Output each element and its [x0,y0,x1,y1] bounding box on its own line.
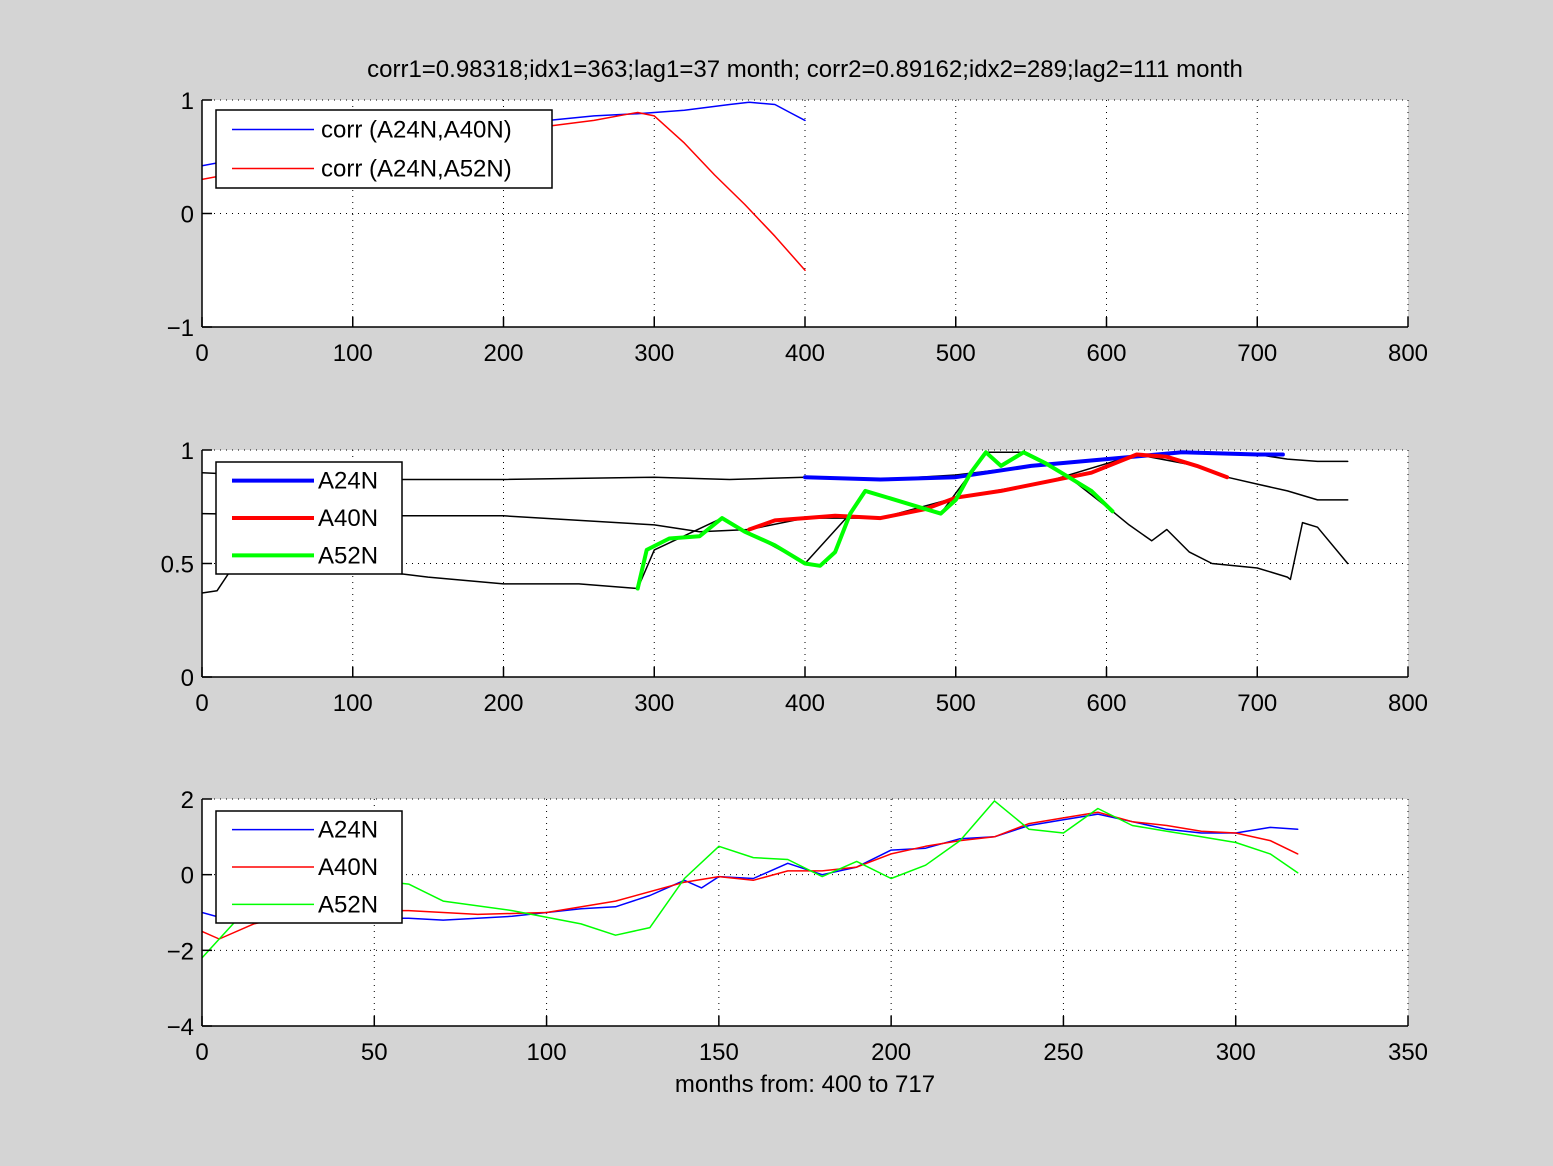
x-tick-label: 500 [936,340,976,367]
x-tick-label: 350 [1388,1039,1428,1066]
x-tick-label: 100 [333,690,373,717]
y-tick-label: −2 [167,938,194,965]
series-group [202,450,1349,594]
legend-label: A24N [318,468,378,495]
legend-label: A40N [318,505,378,532]
x-tick-label: 800 [1388,340,1428,367]
series-line-a24n-ref [202,451,1349,481]
figure-title: corr1=0.98318;idx1=363;lag1=37 month; co… [367,56,1243,83]
axes: 0 100 200 300 400 500 600 700 800 0 0.5 1 [161,438,1428,717]
x-tick-label: 0 [195,690,208,717]
series-line-a40n [747,452,1230,532]
x-tick-label: 300 [634,340,674,367]
y-tick-label: 0 [181,202,194,229]
legend-label: A24N [318,817,378,844]
axes: 0 50 100 150 200 250 300 350 −4 −2 0 2 [167,787,1428,1066]
x-tick-label: 100 [527,1039,567,1066]
x-tick-label: 0 [195,340,208,367]
x-tick-label: 0 [195,1039,208,1066]
y-tick-label: 2 [181,787,194,814]
x-tick-label: 800 [1388,690,1428,717]
x-tick-label: 600 [1086,340,1126,367]
subplot-lagged: 0 100 200 300 400 500 600 700 800 0 0.5 1 A24N A40N A5… [161,438,1428,717]
y-tick-label: 1 [181,438,194,465]
legend-label: A52N [318,542,378,569]
x-tick-label: 200 [483,340,523,367]
y-tick-label: −1 [167,315,194,342]
series-line-a52n [202,800,1299,959]
x-tick-label: 600 [1086,690,1126,717]
series-line-a52n [635,450,1115,591]
x-tick-label: 200 [871,1039,911,1066]
y-tick-label: 0 [181,665,194,692]
y-tick-label: 1 [181,88,194,115]
legend: A24N A40N A52N [215,461,403,575]
y-tick-label: 0 [181,863,194,890]
x-tick-label: 50 [361,1039,388,1066]
legend: A24N A40N A52N [215,810,403,924]
x-tick-label: 150 [699,1039,739,1066]
legend-label: corr (A24N,A40N) [321,117,512,144]
legend-box [215,109,553,189]
axes: 0 100 200 300 400 500 600 700 800−101 [167,88,1428,367]
subplot-normalized: 0 50 100 150 200 250 300 350 −4 −2 0 2 months from: … [167,787,1428,1098]
series-line-a24n [803,450,1285,482]
y-tick-label: −4 [167,1014,194,1041]
legend: corr (A24N,A40N) corr (A24N,A52N) [215,109,553,189]
x-tick-label: 400 [785,690,825,717]
legend-label: A52N [318,891,378,918]
y-tick-label: 0.5 [161,552,194,579]
x-tick-label: 700 [1237,340,1277,367]
x-tick-label: 400 [785,340,825,367]
x-tick-label: 300 [634,690,674,717]
legend-label: A40N [318,854,378,881]
legend-label: corr (A24N,A52N) [321,156,512,183]
x-tick-label: 700 [1237,690,1277,717]
plot-area [202,799,1408,1026]
x-tick-label: 200 [483,690,523,717]
x-tick-label: 300 [1216,1039,1256,1066]
x-axis-label: months from: 400 to 717 [675,1071,935,1098]
x-tick-label: 250 [1043,1039,1083,1066]
x-tick-label: 500 [936,690,976,717]
x-tick-label: 100 [333,340,373,367]
